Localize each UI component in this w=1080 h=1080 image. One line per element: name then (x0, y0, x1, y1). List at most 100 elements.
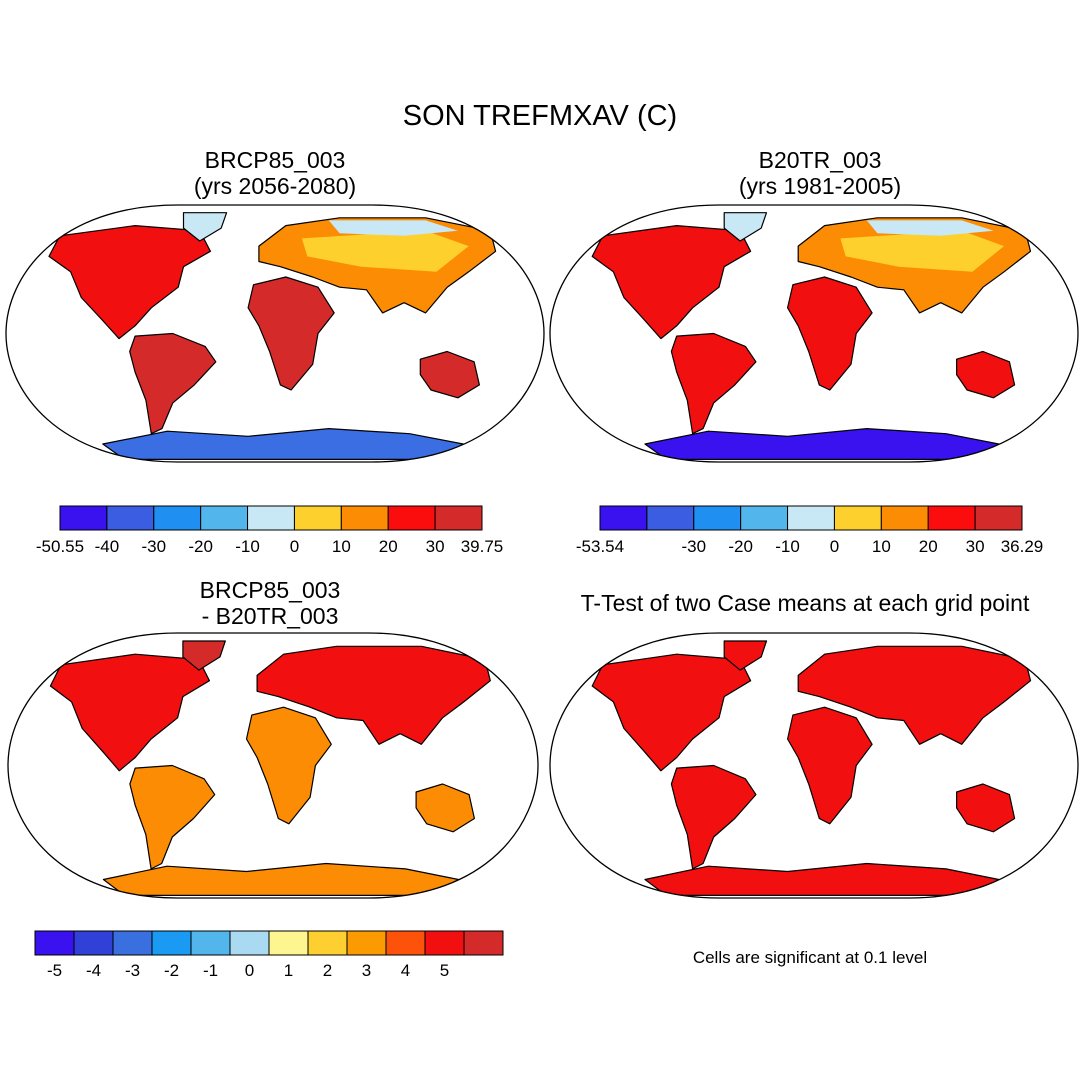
colorbar-label: 30 (966, 537, 985, 556)
colorbar-label: 20 (919, 537, 938, 556)
colorbar-box (293, 505, 342, 531)
panel3-title-line2: - B20TR_003 (201, 602, 339, 629)
colorbar-label: 4 (401, 961, 410, 980)
colorbar-label: -20 (188, 537, 213, 556)
continent-australia (955, 783, 1016, 833)
continent-southAmerica (129, 764, 216, 870)
colorbar-label: -40 (95, 537, 120, 556)
figure-title: SON TREFMXAV (C) (402, 100, 678, 132)
map-frame (5, 204, 545, 463)
colorbar-label: 39.75 (461, 537, 504, 556)
colorbar-box (268, 930, 309, 956)
continent-northAmerica (591, 653, 752, 772)
continent-australia (955, 350, 1016, 399)
colorbar-box (112, 930, 153, 956)
continent-africa (245, 706, 332, 825)
continent-africa (786, 706, 873, 825)
continent-greenland (182, 640, 226, 671)
colorbar-label: 30 (426, 537, 445, 556)
colorbar-label: -50.55 (36, 537, 84, 556)
colorbar-label: 0 (245, 961, 254, 980)
colorbar-box (646, 505, 695, 531)
continent-northAmerica (49, 653, 210, 772)
colorbar-box (307, 930, 348, 956)
continent-antarctica (644, 862, 1000, 897)
colorbar-label: -30 (681, 537, 706, 556)
colorbar-label: -10 (235, 537, 260, 556)
continent-africa (247, 276, 335, 391)
region-north-eurasia (301, 230, 469, 272)
panel3-title-line1: BRCP85_003 (199, 577, 341, 603)
colorbar-box (73, 930, 114, 956)
colorbar-label: -10 (775, 537, 800, 556)
continent-antarctica (102, 428, 464, 460)
colorbar-box (151, 930, 192, 956)
map-panel-2 (549, 204, 1079, 463)
continent-australia (419, 350, 480, 399)
colorbar-label: -4 (86, 961, 101, 980)
colorbar-label: -3 (125, 961, 140, 980)
continent-northAmerica (591, 225, 752, 340)
region-arctic-coast (866, 220, 994, 236)
colorbar-label: -20 (728, 537, 753, 556)
colorbar-box (880, 505, 929, 531)
panel1-title-line1: BRCP85_003 (204, 147, 346, 173)
map-panel-4 (549, 632, 1079, 899)
panel3-title: BRCP85_003 - B20TR_003 (70, 577, 470, 630)
continent-antarctica (102, 862, 460, 897)
colorbar-label: -53.54 (576, 537, 624, 556)
colorbar-label: 36.29 (1001, 537, 1044, 556)
colorbar-box (106, 505, 155, 531)
colorbar-label: -2 (164, 961, 179, 980)
map-frame (549, 204, 1079, 463)
colorbar-label: 10 (332, 537, 351, 556)
colorbar-box (153, 505, 202, 531)
continent-africa (786, 276, 873, 391)
colorbar-label: 10 (872, 537, 891, 556)
colorbar-box (434, 505, 483, 531)
colorbar-box (424, 930, 465, 956)
colorbar-panel-1: -50.55 -40 -30 -20 -10 0 10 20 30 39.75 (36, 505, 504, 556)
colorbar-box (34, 930, 75, 956)
colorbar-box (200, 505, 249, 531)
continent-southAmerica (670, 332, 757, 435)
colorbar-box (340, 505, 389, 531)
continent-southAmerica (670, 764, 757, 870)
colorbar-label: 20 (379, 537, 398, 556)
colorbar-box (787, 505, 835, 531)
map-frame (7, 632, 539, 899)
continent-greenland (182, 212, 228, 242)
continent-eurasia (256, 645, 491, 745)
panel2-title: B20TR_003 (yrs 1981-2005) (620, 147, 1020, 200)
continent-northAmerica (48, 225, 211, 340)
colorbar-box (599, 505, 648, 531)
colorbar-box (740, 505, 789, 531)
continent-antarctica (644, 428, 1000, 460)
colorbar-label: 0 (830, 537, 839, 556)
colorbar-label: -1 (203, 961, 218, 980)
panel1-title: BRCP85_003 (yrs 2056-2080) (75, 147, 475, 200)
panel4-title: T-Test of two Case means at each grid po… (580, 590, 1030, 616)
continent-greenland (723, 640, 768, 671)
region-north-eurasia (840, 230, 1005, 272)
colorbar-label: 2 (323, 961, 332, 980)
panel2-title-line1: B20TR_003 (758, 147, 882, 173)
colorbar-box (927, 505, 976, 531)
colorbar-box (833, 505, 882, 531)
colorbar-box (247, 505, 295, 531)
map-frame (549, 632, 1079, 899)
colorbar-box (346, 930, 387, 956)
colorbar-label: 1 (284, 961, 293, 980)
panel2-title-line2: (yrs 1981-2005) (738, 172, 902, 199)
region-arctic-coast (328, 220, 458, 236)
colorbar-label: -5 (47, 961, 62, 980)
map-panel-3 (7, 632, 539, 899)
colorbar-box (463, 930, 504, 956)
colorbar-box (974, 505, 1023, 531)
colorbar-panel-3: -5 -4 -3 -2 -1 0 1 2 3 4 5 (34, 930, 504, 980)
continent-australia (415, 783, 475, 833)
colorbar-box (693, 505, 742, 531)
panel1-title-line2: (yrs 2056-2080) (193, 172, 357, 199)
colorbar-panel-2: -53.54 -30 -20 -10 0 10 20 30 36.29 (576, 505, 1044, 556)
